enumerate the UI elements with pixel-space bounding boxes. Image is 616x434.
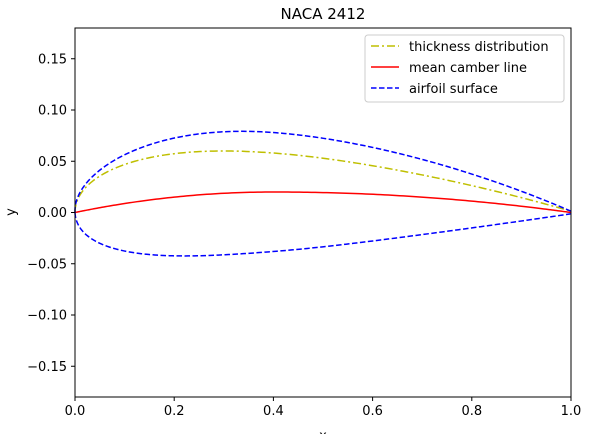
y-tick-label: 0.10	[38, 104, 67, 119]
x-tick-label: 0.0	[65, 404, 86, 419]
y-tick-label: 0.05	[38, 155, 67, 170]
x-axis-label: x	[319, 429, 327, 434]
x-tick-label: 1.0	[561, 404, 582, 419]
mean-camber-line	[74, 191, 572, 214]
chart-title: NACA 2412	[281, 5, 366, 23]
y-axis-label: y	[4, 208, 19, 216]
x-tick-label: 0.8	[461, 404, 482, 419]
legend-label-surface: airfoil surface	[409, 82, 498, 97]
ticks: 0.0 0.2 0.4 0.6 0.8 1.0 −0.15 −0.10 −0.05 0.00 0.0…	[27, 52, 581, 419]
y-tick-label: 0.15	[38, 52, 67, 67]
x-tick-label: 0.6	[362, 404, 383, 419]
y-tick-label: 0.00	[38, 206, 67, 221]
y-tick-label: −0.15	[27, 360, 67, 375]
thickness-distribution-line	[74, 150, 572, 213]
plot-lines	[74, 130, 572, 257]
legend-box	[364, 34, 565, 103]
legend-label-camber: mean camber line	[409, 61, 527, 76]
y-tick-label: −0.10	[27, 309, 67, 324]
x-tick-label: 0.4	[263, 404, 284, 419]
legend-label-thickness: thickness distribution	[409, 40, 549, 55]
y-tick-label: −0.05	[27, 257, 67, 272]
airfoil-upper-surface-line	[74, 130, 572, 213]
airfoil-lower-surface-line	[74, 212, 572, 257]
x-tick-label: 0.2	[164, 404, 185, 419]
legend: thickness distribution mean camber line …	[364, 34, 565, 103]
